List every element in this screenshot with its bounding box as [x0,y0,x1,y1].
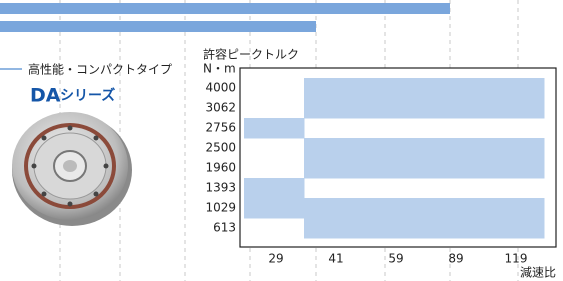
availability-cell [304,98,365,119]
availability-cell [364,198,425,219]
prev-bar [0,21,316,32]
availability-cell [304,198,365,219]
y-tick-label: 2756 [205,121,236,135]
availability-cell [364,158,425,179]
availability-cell [244,198,305,219]
x-tick-label: 41 [328,252,343,266]
availability-cell [304,218,365,239]
y-tick-label: 2500 [205,141,236,155]
availability-cell [364,218,425,239]
availability-cell [424,138,485,159]
y-unit: N・m [203,62,236,76]
availability-cell [364,78,425,99]
y-tick-label: 1960 [205,161,236,175]
availability-cell [364,138,425,159]
availability-cell [304,78,365,99]
availability-cell [304,158,365,179]
series-suffix: シリーズ [60,87,115,104]
availability-cell [424,98,485,119]
page: 高性能・コンパクトタイプ DA シリーズ 許容ピークトルク N・m 減速比 29… [0,0,563,281]
availability-cell [244,178,305,199]
availability-cell [424,198,485,219]
availability-cell [244,118,305,139]
y-tick-label: 4000 [205,81,236,95]
availability-cell [364,98,425,119]
availability-cell [424,218,485,239]
x-tick-label: 59 [388,252,403,266]
x-tick-label: 119 [505,252,528,266]
x-axis-label: 減速比 [520,265,556,280]
availability-cell [484,98,545,119]
chart-title: 許容ピークトルク [203,47,299,62]
x-tick-label: 29 [268,252,283,266]
y-tick-label: 3062 [205,101,236,115]
availability-cell [484,138,545,159]
availability-cell [304,138,365,159]
y-tick-label: 1393 [205,181,236,195]
y-tick-label: 613 [213,221,236,235]
x-tick-label: 89 [448,252,463,266]
availability-cell [484,158,545,179]
availability-cell [424,158,485,179]
subtitle: 高性能・コンパクトタイプ [28,62,172,77]
availability-cell [484,218,545,239]
availability-cell [484,198,545,219]
y-tick-label: 1029 [205,201,236,215]
product-image [12,112,132,226]
prev-bar [0,3,450,14]
series-name: DA [30,85,61,107]
availability-cell [484,78,545,99]
availability-cell [424,78,485,99]
